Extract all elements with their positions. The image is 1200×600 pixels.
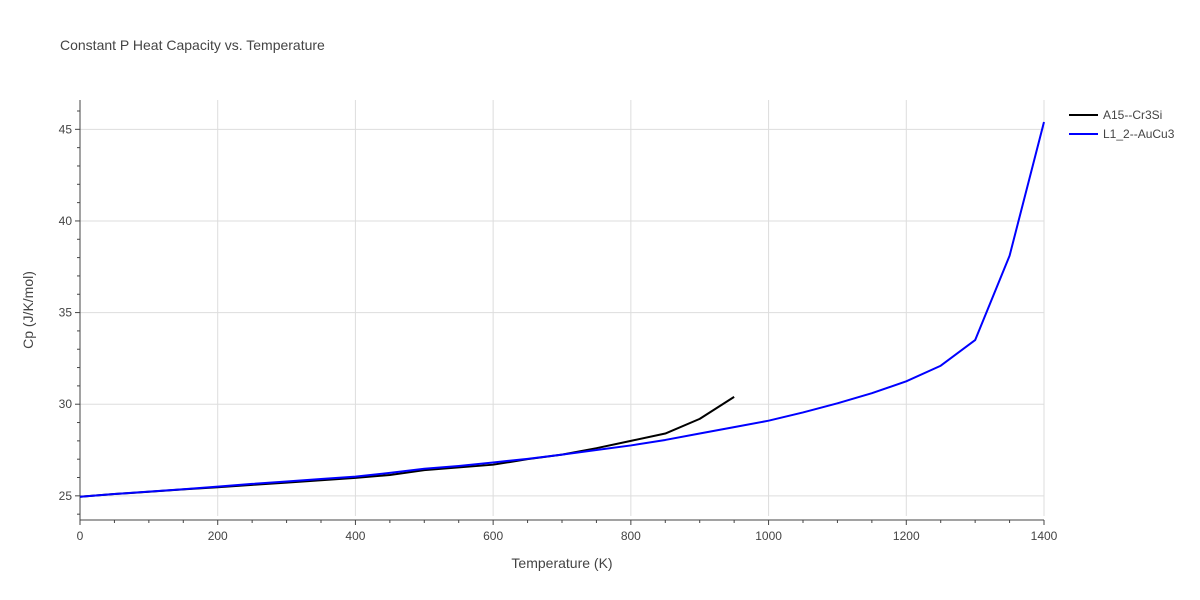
y-tick-labels: 25 30 35 40 45 (59, 122, 73, 503)
x-tick-label: 200 (208, 529, 228, 543)
chart-title: Constant P Heat Capacity vs. Temperature (60, 37, 325, 53)
legend: A15--Cr3Si L1_2--AuCu3 (1069, 108, 1175, 141)
y-tick-label: 35 (59, 306, 73, 320)
y-axis-title: Cp (J/K/mol) (20, 271, 36, 349)
x-tick-label: 800 (621, 529, 641, 543)
plot-lines (79, 121, 1045, 498)
axes (75, 100, 1045, 525)
x-tick-label: 1400 (1031, 529, 1058, 543)
x-tick-label: 400 (345, 529, 365, 543)
grid (80, 100, 1045, 516)
x-tick-labels: 0 200 400 600 800 1000 1200 1400 (77, 529, 1058, 543)
x-tick-label: 600 (483, 529, 503, 543)
y-tick-label: 30 (59, 397, 73, 411)
x-tick-label: 0 (77, 529, 84, 543)
x-tick-label: 1200 (893, 529, 920, 543)
series-line-1 (79, 121, 1045, 498)
x-axis-title: Temperature (K) (511, 555, 612, 571)
y-tick-label: 45 (59, 122, 73, 136)
y-tick-label: 40 (59, 214, 73, 228)
series-line-0 (79, 396, 735, 498)
legend-label-1: L1_2--AuCu3 (1103, 127, 1175, 141)
x-tick-label: 1000 (755, 529, 782, 543)
y-tick-label: 25 (59, 489, 73, 503)
legend-label-0: A15--Cr3Si (1103, 108, 1162, 122)
